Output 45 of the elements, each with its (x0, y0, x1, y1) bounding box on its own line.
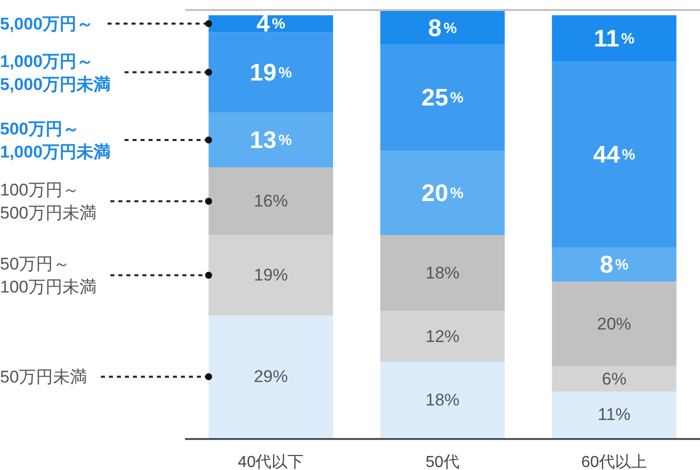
text: 5,000万円～ (0, 14, 94, 34)
bar (380, 311, 505, 362)
bar (208, 15, 334, 32)
data-label: 13% (250, 126, 292, 154)
data-label: 25% (421, 84, 464, 112)
data-label: 18% (425, 390, 460, 410)
data-label: 18% (425, 264, 460, 283)
text: 1,000万円～ 5,000万円未満 (0, 51, 111, 94)
data-label: 19% (254, 266, 288, 285)
x-tick-label: 50代 (426, 454, 460, 470)
data-label: 44% (593, 141, 636, 168)
text: 100万円～ 500万円未満 (0, 180, 96, 222)
data-label: 20% (597, 314, 632, 334)
bar (552, 248, 676, 282)
x-tick-label: 60代以上 (581, 453, 648, 470)
data-label: 6% (602, 369, 626, 388)
bar (380, 11, 505, 45)
data-label: 11% (594, 24, 635, 52)
bar (208, 112, 334, 168)
bar (380, 150, 505, 236)
bar (380, 362, 505, 438)
bar (208, 235, 334, 316)
bar (552, 15, 676, 62)
bar (380, 44, 505, 151)
bar (208, 315, 334, 438)
text: 50万円～ 100万円未満 (0, 254, 96, 296)
bar (552, 366, 676, 392)
bar (552, 62, 676, 248)
data-label: 12% (425, 327, 460, 346)
x-tick-label: 40代以下 (238, 453, 304, 470)
data-label: 8% (600, 251, 629, 278)
data-label: 29% (254, 367, 288, 386)
bar (208, 167, 334, 236)
text: 50万円未満 (0, 367, 87, 386)
data-label: 19% (250, 58, 292, 86)
data-label: 4% (256, 10, 286, 38)
data-label: 8% (428, 14, 457, 42)
data-label: 16% (254, 192, 288, 211)
data-label: 11% (598, 405, 631, 424)
text: 500万円～ 1,000万円未満 (0, 118, 111, 161)
bar (552, 282, 676, 366)
data-label: 20% (421, 179, 464, 206)
bar (552, 391, 676, 438)
bar (380, 235, 505, 312)
bar (208, 32, 334, 112)
